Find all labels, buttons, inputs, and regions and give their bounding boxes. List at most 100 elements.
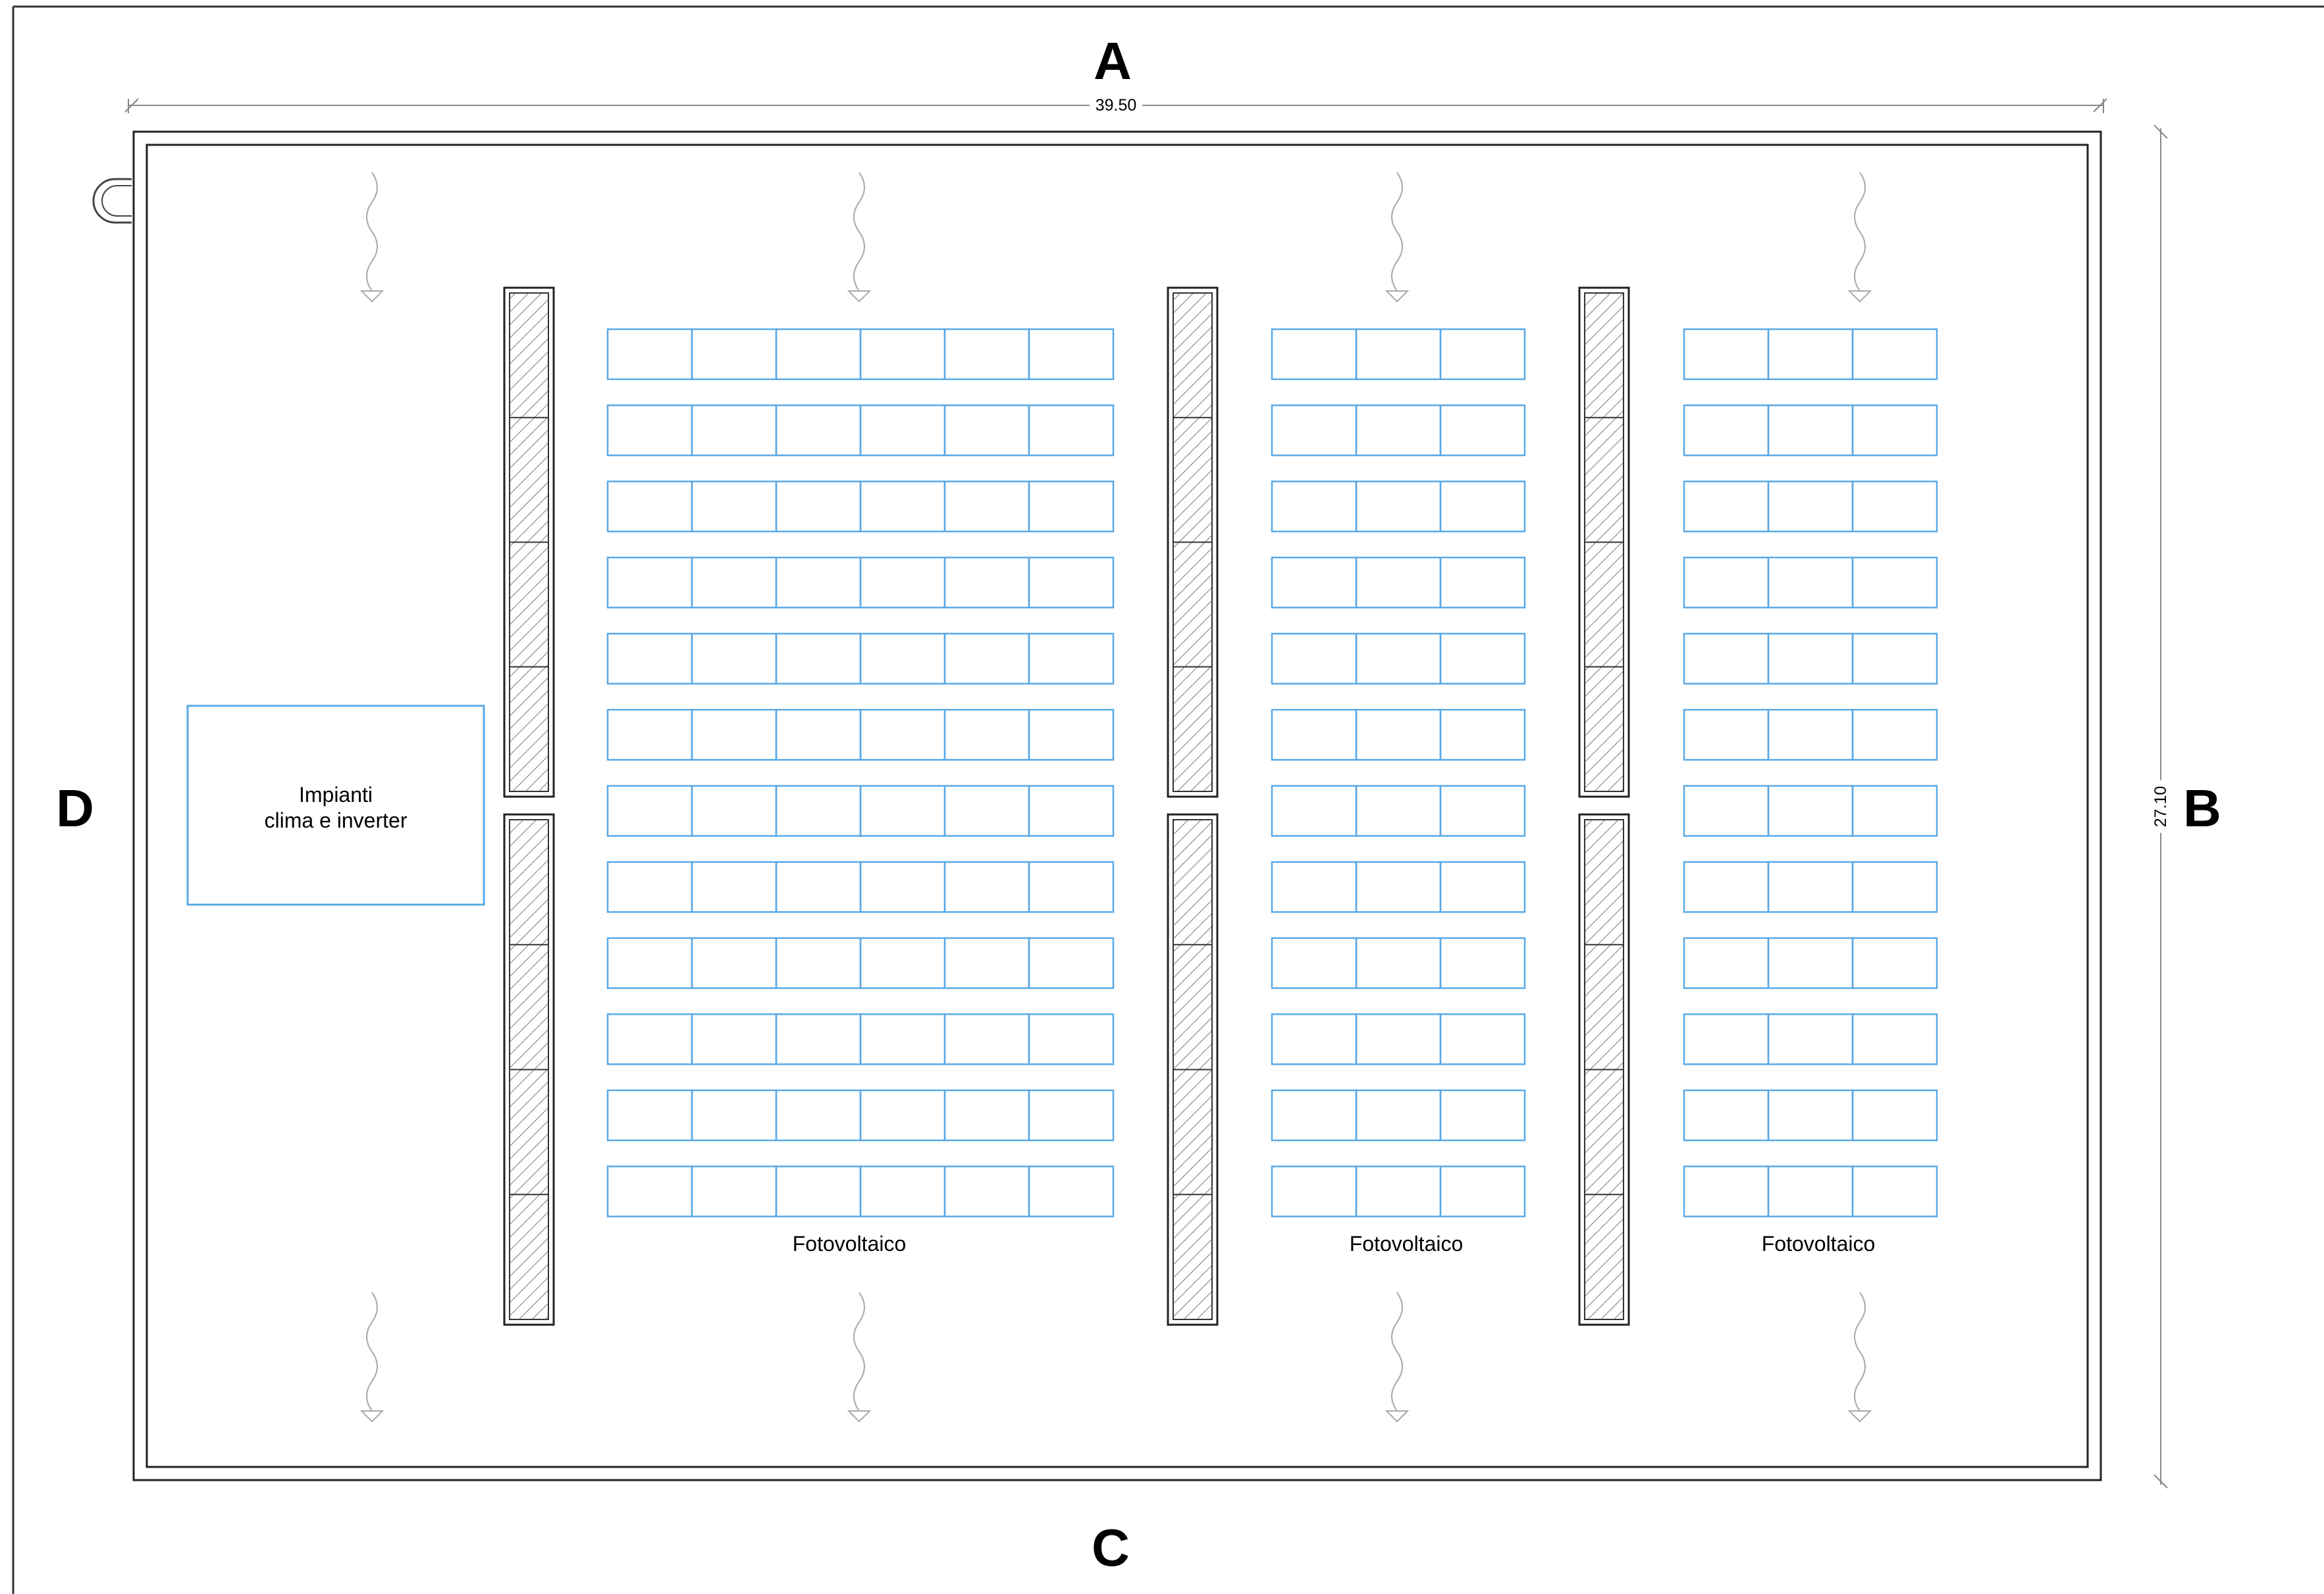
drainage-arrowhead-icon [1385,290,1410,303]
pv-panel [1271,404,1358,456]
drainage-wave [1391,172,1403,292]
pv-panel [859,480,946,533]
pv-panel [691,404,778,456]
drainage-wave [366,1292,378,1412]
pv-panel [1271,556,1358,609]
pv-panel [1439,404,1526,456]
equipment-area-box [186,704,485,906]
pv-panel [775,480,862,533]
pv-panel [1028,556,1115,609]
pv-panel [859,861,946,913]
pv-panel [1355,1089,1442,1142]
drainage-wave [1854,172,1866,292]
pv-field-label-2: Fotovoltaico [1350,1232,1464,1256]
pv-panel [1683,404,1770,456]
pv-panel [1851,480,1938,533]
pv-panel [1439,1165,1526,1217]
pv-panel [691,937,778,990]
pv-panel [1683,937,1770,990]
pv-panel [859,785,946,837]
pv-panel [1767,937,1854,990]
pv-panel [1851,633,1938,685]
sheet-frame [12,5,2324,1594]
pv-panel [1767,404,1854,456]
pv-panel [859,1089,946,1142]
width-dimension-text: 39.50 [1096,96,1137,115]
pv-panel [1271,328,1358,381]
pv-panel [1851,1013,1938,1065]
side-label-left: D [56,779,94,837]
hatched-strip-outer [503,813,555,1326]
pv-panel [943,556,1030,609]
pv-panel [943,937,1030,990]
hatched-strip-outer [1578,286,1630,798]
pv-panel [1439,937,1526,990]
pv-panel [1683,861,1770,913]
drainage-arrowhead-icon [847,290,872,303]
pv-panel [606,556,693,609]
pv-panel [859,328,946,381]
pv-panel [1439,328,1526,381]
drainage-arrowhead-icon [359,1410,384,1423]
pv-panel [606,404,693,456]
pv-panel [859,633,946,685]
equipment-area-label-line1: Impianti [299,783,373,807]
pv-panel [1355,785,1442,837]
pv-panel [943,328,1030,381]
pv-panel [1851,328,1938,381]
pv-panel [1439,1013,1526,1065]
pv-panel [691,1013,778,1065]
pv-panel [775,633,862,685]
pv-panel [1028,937,1115,990]
drainage-arrowhead-icon [1847,1410,1872,1423]
pv-panel [1355,328,1442,381]
pv-panel [859,937,946,990]
pv-panel [1028,785,1115,837]
pv-panel [1439,861,1526,913]
pv-panel [943,1013,1030,1065]
hatched-strip-outer [1578,813,1630,1326]
pv-panel [1271,861,1358,913]
pv-panel [943,1089,1030,1142]
side-label-top: A [1094,32,1132,90]
pv-panel [1767,861,1854,913]
pv-field-label-1: Fotovoltaico [793,1232,907,1256]
pv-panel [1271,633,1358,685]
pv-panel [1028,861,1115,913]
pv-panel-fields [606,328,1938,1217]
pv-panel [1028,708,1115,761]
pv-panel [943,708,1030,761]
pv-panel [1271,937,1358,990]
pv-panel [1683,1089,1770,1142]
pv-panel [775,937,862,990]
pv-panel [1851,404,1938,456]
pv-panel [943,861,1030,913]
pv-panel [1028,633,1115,685]
pv-panel [1271,1089,1358,1142]
pv-panel [1683,480,1770,533]
pv-panel [1028,328,1115,381]
pv-panel [1271,1165,1358,1217]
pv-panel [1851,785,1938,837]
pv-panel [606,785,693,837]
pv-panel [775,556,862,609]
pv-panel [606,633,693,685]
hatched-strip-outer [1167,813,1219,1326]
pv-panel [1683,633,1770,685]
pv-panel [1767,328,1854,381]
pv-panel [1439,1089,1526,1142]
pv-panel [606,1165,693,1217]
pv-panel [691,328,778,381]
pv-panel [1439,633,1526,685]
pv-panel [1271,708,1358,761]
pv-panel [691,708,778,761]
pv-panel [606,861,693,913]
pv-panel [1767,480,1854,533]
pv-panel [943,633,1030,685]
pv-panel [859,1013,946,1065]
pv-panel [1355,556,1442,609]
width-dimension-line [124,98,2107,113]
depth-dimension-line [2153,124,2168,1489]
pv-panel [775,708,862,761]
equipment-area-label-line2: clima e inverter [265,809,408,832]
